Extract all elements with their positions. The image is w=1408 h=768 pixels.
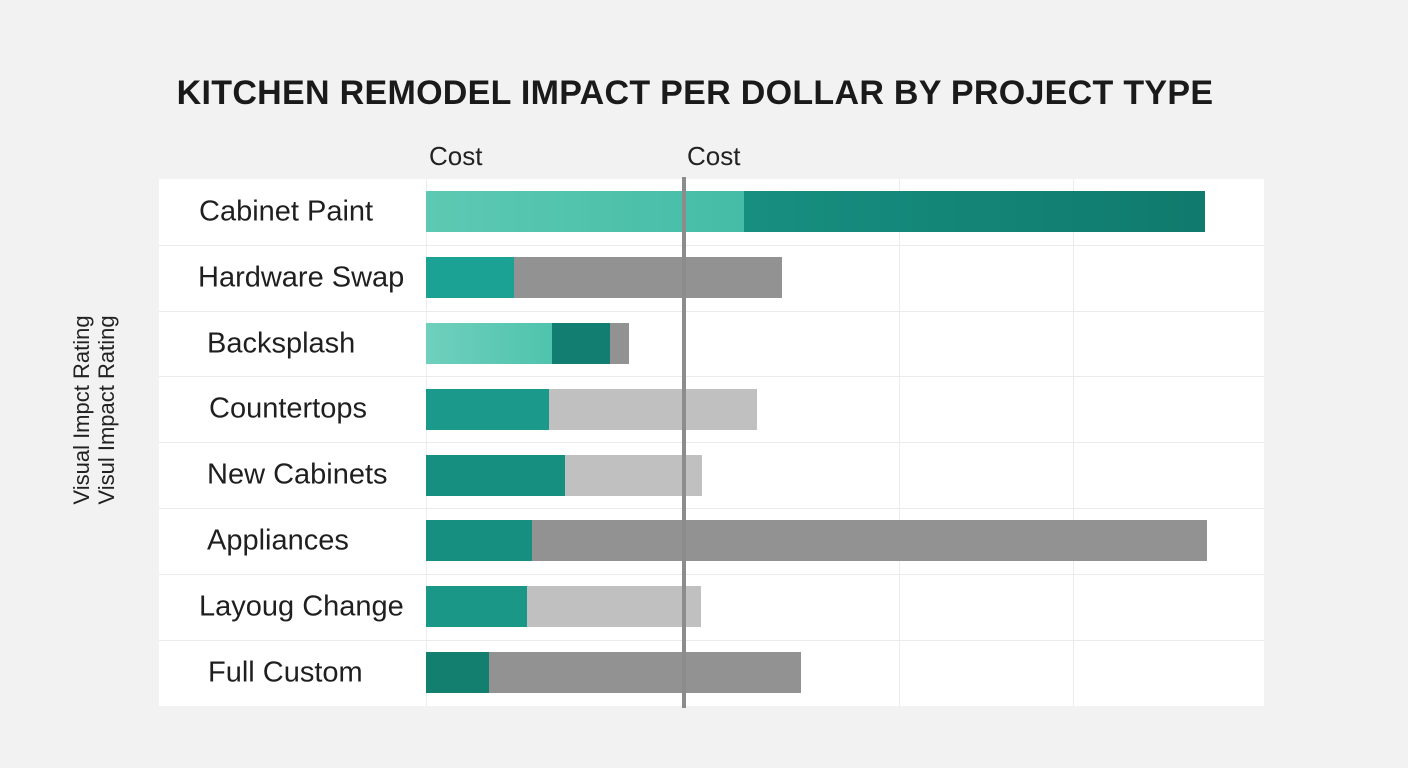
cost-header-right: Cost [687,141,741,171]
bar-segment [551,323,611,364]
category-label: Countertops [209,392,367,425]
category-label: Cabinet Paint [199,195,374,228]
bar-segment [531,520,1207,562]
cost-header-left: Cost [429,141,483,171]
category-label: Hardware Swap [198,261,405,294]
bar-segment [526,586,701,628]
bar-segment [426,520,532,562]
y-axis-label-line-1: Visual Impct Rating [69,315,94,505]
row-separator [159,376,1264,377]
category-label: Appliances [207,524,349,557]
bar-segment [426,388,550,430]
category-label: New Cabinets [207,458,388,491]
y-axis-label-line-2: Visul Impact Rating [94,315,119,505]
row-separator [159,508,1264,509]
row-separator [159,442,1264,443]
bar-segment [610,323,629,364]
category-label: Layoug Change [199,590,404,623]
chart-title: KITCHEN REMODEL IMPACT PER DOLLAR BY PRO… [176,74,1214,112]
bar-segment [426,652,489,693]
bar-segment [549,388,757,430]
category-label: Full Custom [208,656,363,688]
row-separator [159,640,1264,641]
y-axis-label: Visual Impct Rating Visul Impact Rating [69,315,119,504]
bar-segment [513,257,783,299]
bar-segment [744,191,1206,233]
bar-segment [426,586,527,628]
bar-segment [488,652,801,693]
row-separator [159,245,1264,246]
cost-reference-line [682,177,687,708]
bar-segment [565,454,702,496]
row-separator [159,574,1264,575]
bar-segment [426,257,514,299]
chart-plot-area: Cabinet Paint Hardware Swap Backsplash Coun… [159,177,1264,708]
row-separator [159,311,1264,312]
category-label: Backsplash [207,327,356,359]
bar-segment [426,191,745,233]
bar-segment [426,323,552,364]
bar-segment [426,454,566,496]
